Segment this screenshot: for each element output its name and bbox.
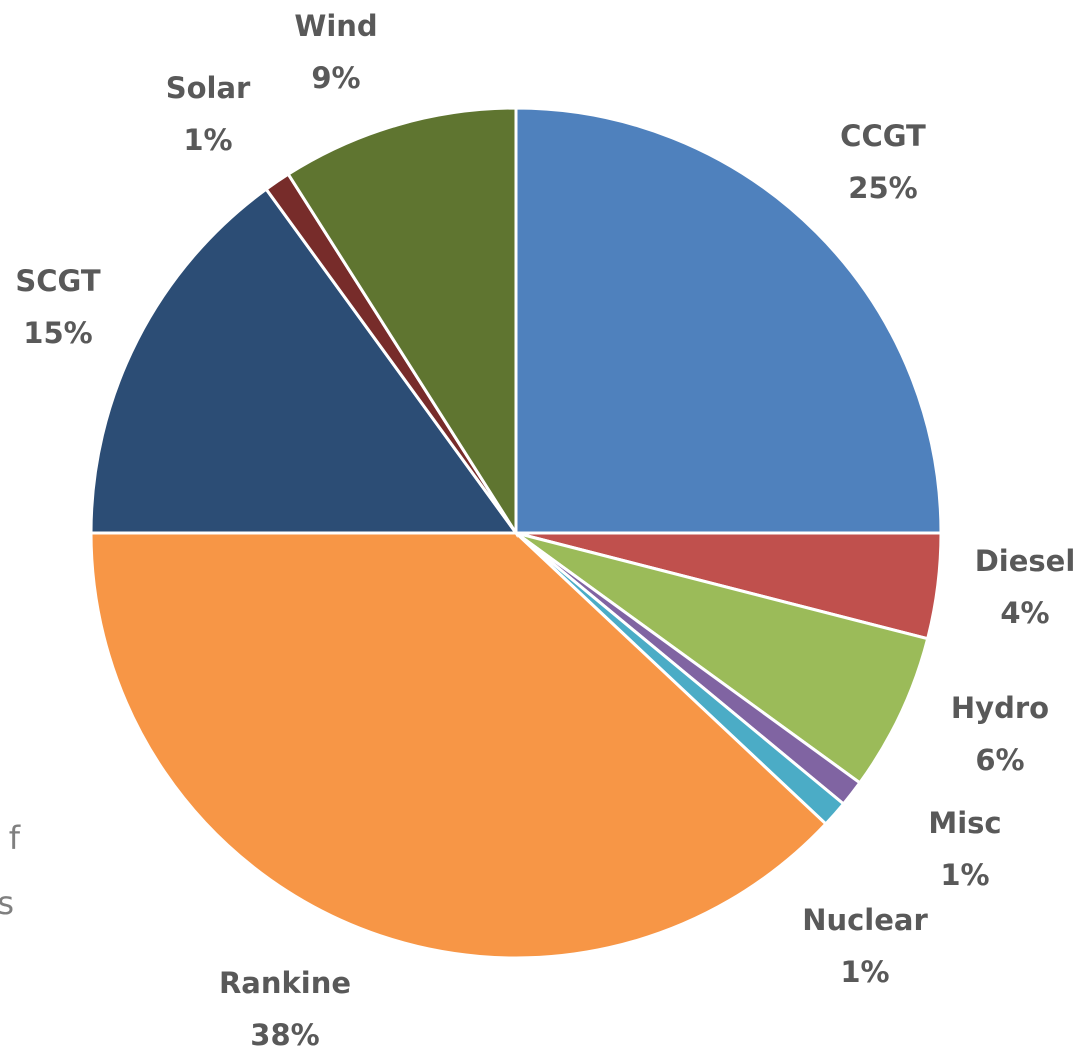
slice-label: Diesel bbox=[975, 544, 1076, 578]
slice-label: CCGT bbox=[840, 119, 926, 153]
pie-slice bbox=[89, 531, 828, 960]
slice-value: 1% bbox=[840, 955, 889, 989]
slice-value: 1% bbox=[940, 858, 989, 892]
pie-slice bbox=[89, 187, 519, 535]
slice-value: 38% bbox=[250, 1018, 319, 1051]
slice-label: Rankine bbox=[219, 966, 351, 1000]
slice-label: Misc bbox=[928, 806, 1001, 840]
annotation: ts bbox=[0, 884, 14, 922]
slice-value: 9% bbox=[311, 61, 360, 95]
slice-value: 15% bbox=[23, 316, 92, 350]
slice-label: SCGT bbox=[15, 264, 100, 298]
slice-label: Hydro bbox=[951, 691, 1049, 725]
slice-value: 4% bbox=[1000, 596, 1049, 630]
pie-slice bbox=[286, 106, 518, 539]
slice-label: Solar bbox=[166, 71, 251, 105]
slice-label: Nuclear bbox=[802, 903, 928, 937]
annotation: f bbox=[9, 819, 21, 857]
pie-slice bbox=[514, 106, 943, 535]
pie-slice bbox=[515, 531, 930, 785]
slice-value: 25% bbox=[848, 171, 917, 205]
slice-label: Wind bbox=[294, 9, 377, 43]
slice-value: 6% bbox=[975, 743, 1024, 777]
slice-value: 1% bbox=[183, 123, 232, 157]
